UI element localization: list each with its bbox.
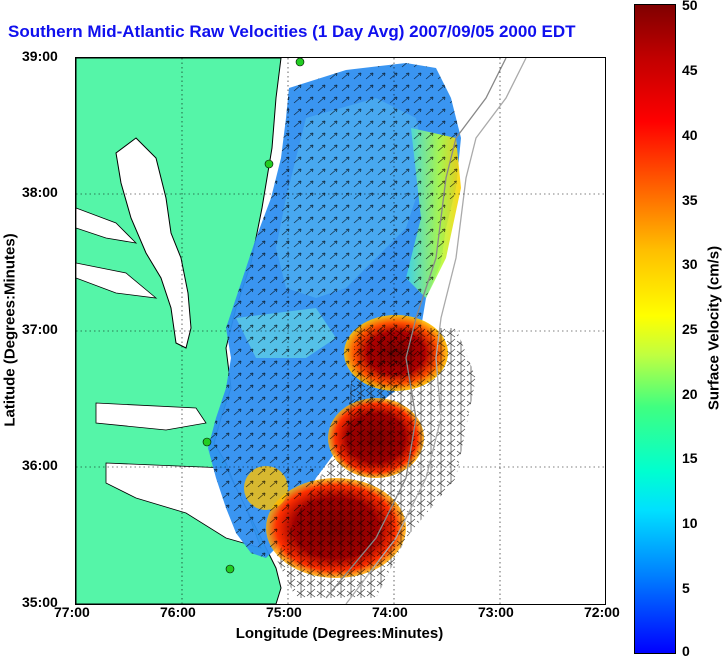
colorbar-label: Surface Velocity (cm/s)	[705, 245, 723, 411]
y-tick-label: 35:00	[22, 594, 58, 610]
x-tick-label: 73:00	[478, 604, 514, 620]
grid-lines	[76, 58, 605, 604]
colorbar-tick: 25	[682, 321, 698, 337]
colorbar-tick: 5	[682, 580, 690, 596]
y-tick-label: 39:00	[22, 48, 58, 64]
map-svg	[76, 58, 605, 604]
colorbar-tick: 35	[682, 192, 698, 208]
tidal-river-2	[76, 262, 158, 299]
x-tick-label: 75:00	[266, 604, 302, 620]
albemarle-sound	[95, 402, 207, 431]
colorbar	[634, 4, 676, 654]
x-axis-label: Longitude (Degrees:Minutes)	[235, 625, 444, 642]
x-tick-label: 77:00	[54, 604, 90, 620]
y-tick-label: 36:00	[22, 457, 58, 473]
tidal-river-1	[76, 207, 138, 244]
y-axis-label-wrap: Latitude (Degrees:Minutes)	[0, 57, 20, 603]
colorbar-tick: 15	[682, 450, 698, 466]
station-marker	[225, 564, 235, 574]
colorbar-label-wrap: Surface Velocity (cm/s)	[704, 4, 724, 652]
x-tick-label: 72:00	[584, 604, 620, 620]
colorbar-tick: 20	[682, 386, 698, 402]
map-title: Southern Mid-Atlantic Raw Velocities (1 …	[8, 22, 576, 41]
colorbar-tick: 10	[682, 515, 698, 531]
x-tick-label: 74:00	[372, 604, 408, 620]
bathymetry-contour-2	[345, 58, 527, 604]
station-marker	[264, 159, 274, 169]
y-axis-label: Latitude (Degrees:Minutes)	[1, 233, 19, 427]
hf-radar-stations	[202, 58, 305, 574]
velocity-vectors	[208, 63, 461, 558]
x-tick-label: 76:00	[160, 604, 196, 620]
colorbar-tick: 0	[682, 643, 690, 659]
colorbar-tick: 50	[682, 0, 698, 13]
y-tick-label: 37:00	[22, 321, 58, 337]
y-tick-label: 38:00	[22, 184, 58, 200]
bathymetry-contour-1	[325, 58, 507, 599]
colorbar-tick: 45	[682, 62, 698, 78]
colorbar-tick: 30	[682, 256, 698, 272]
station-marker	[202, 437, 212, 447]
velocity-vectors-dense	[276, 328, 476, 598]
colorbar-tick: 40	[682, 127, 698, 143]
map-plot-area[interactable]	[75, 57, 606, 605]
station-marker	[295, 58, 305, 67]
chesapeake-bay	[115, 137, 192, 349]
